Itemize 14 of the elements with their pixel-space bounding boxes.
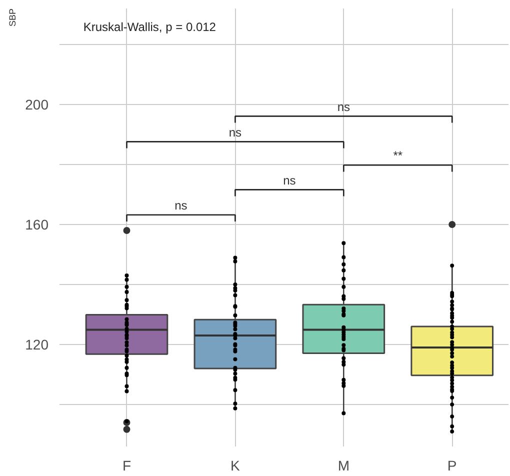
- x-tick-label: F: [122, 458, 132, 474]
- annotation: ns: [228, 125, 242, 140]
- y-axis-title: SBP: [8, 8, 18, 27]
- annotation: Kruskal-Wallis, p = 0.012: [83, 20, 216, 34]
- x-tick-label: K: [230, 458, 241, 474]
- y-tick-label: 120: [25, 336, 49, 352]
- x-tick-label: M: [338, 458, 350, 474]
- x-tick-label: P: [447, 458, 457, 474]
- annotation: ns: [283, 173, 296, 188]
- y-tick-label: 160: [25, 216, 49, 232]
- annotation: ns: [337, 100, 350, 114]
- annotation: ns: [174, 198, 188, 212]
- y-tick-label: 200: [25, 96, 49, 112]
- annotation: **: [393, 148, 403, 163]
